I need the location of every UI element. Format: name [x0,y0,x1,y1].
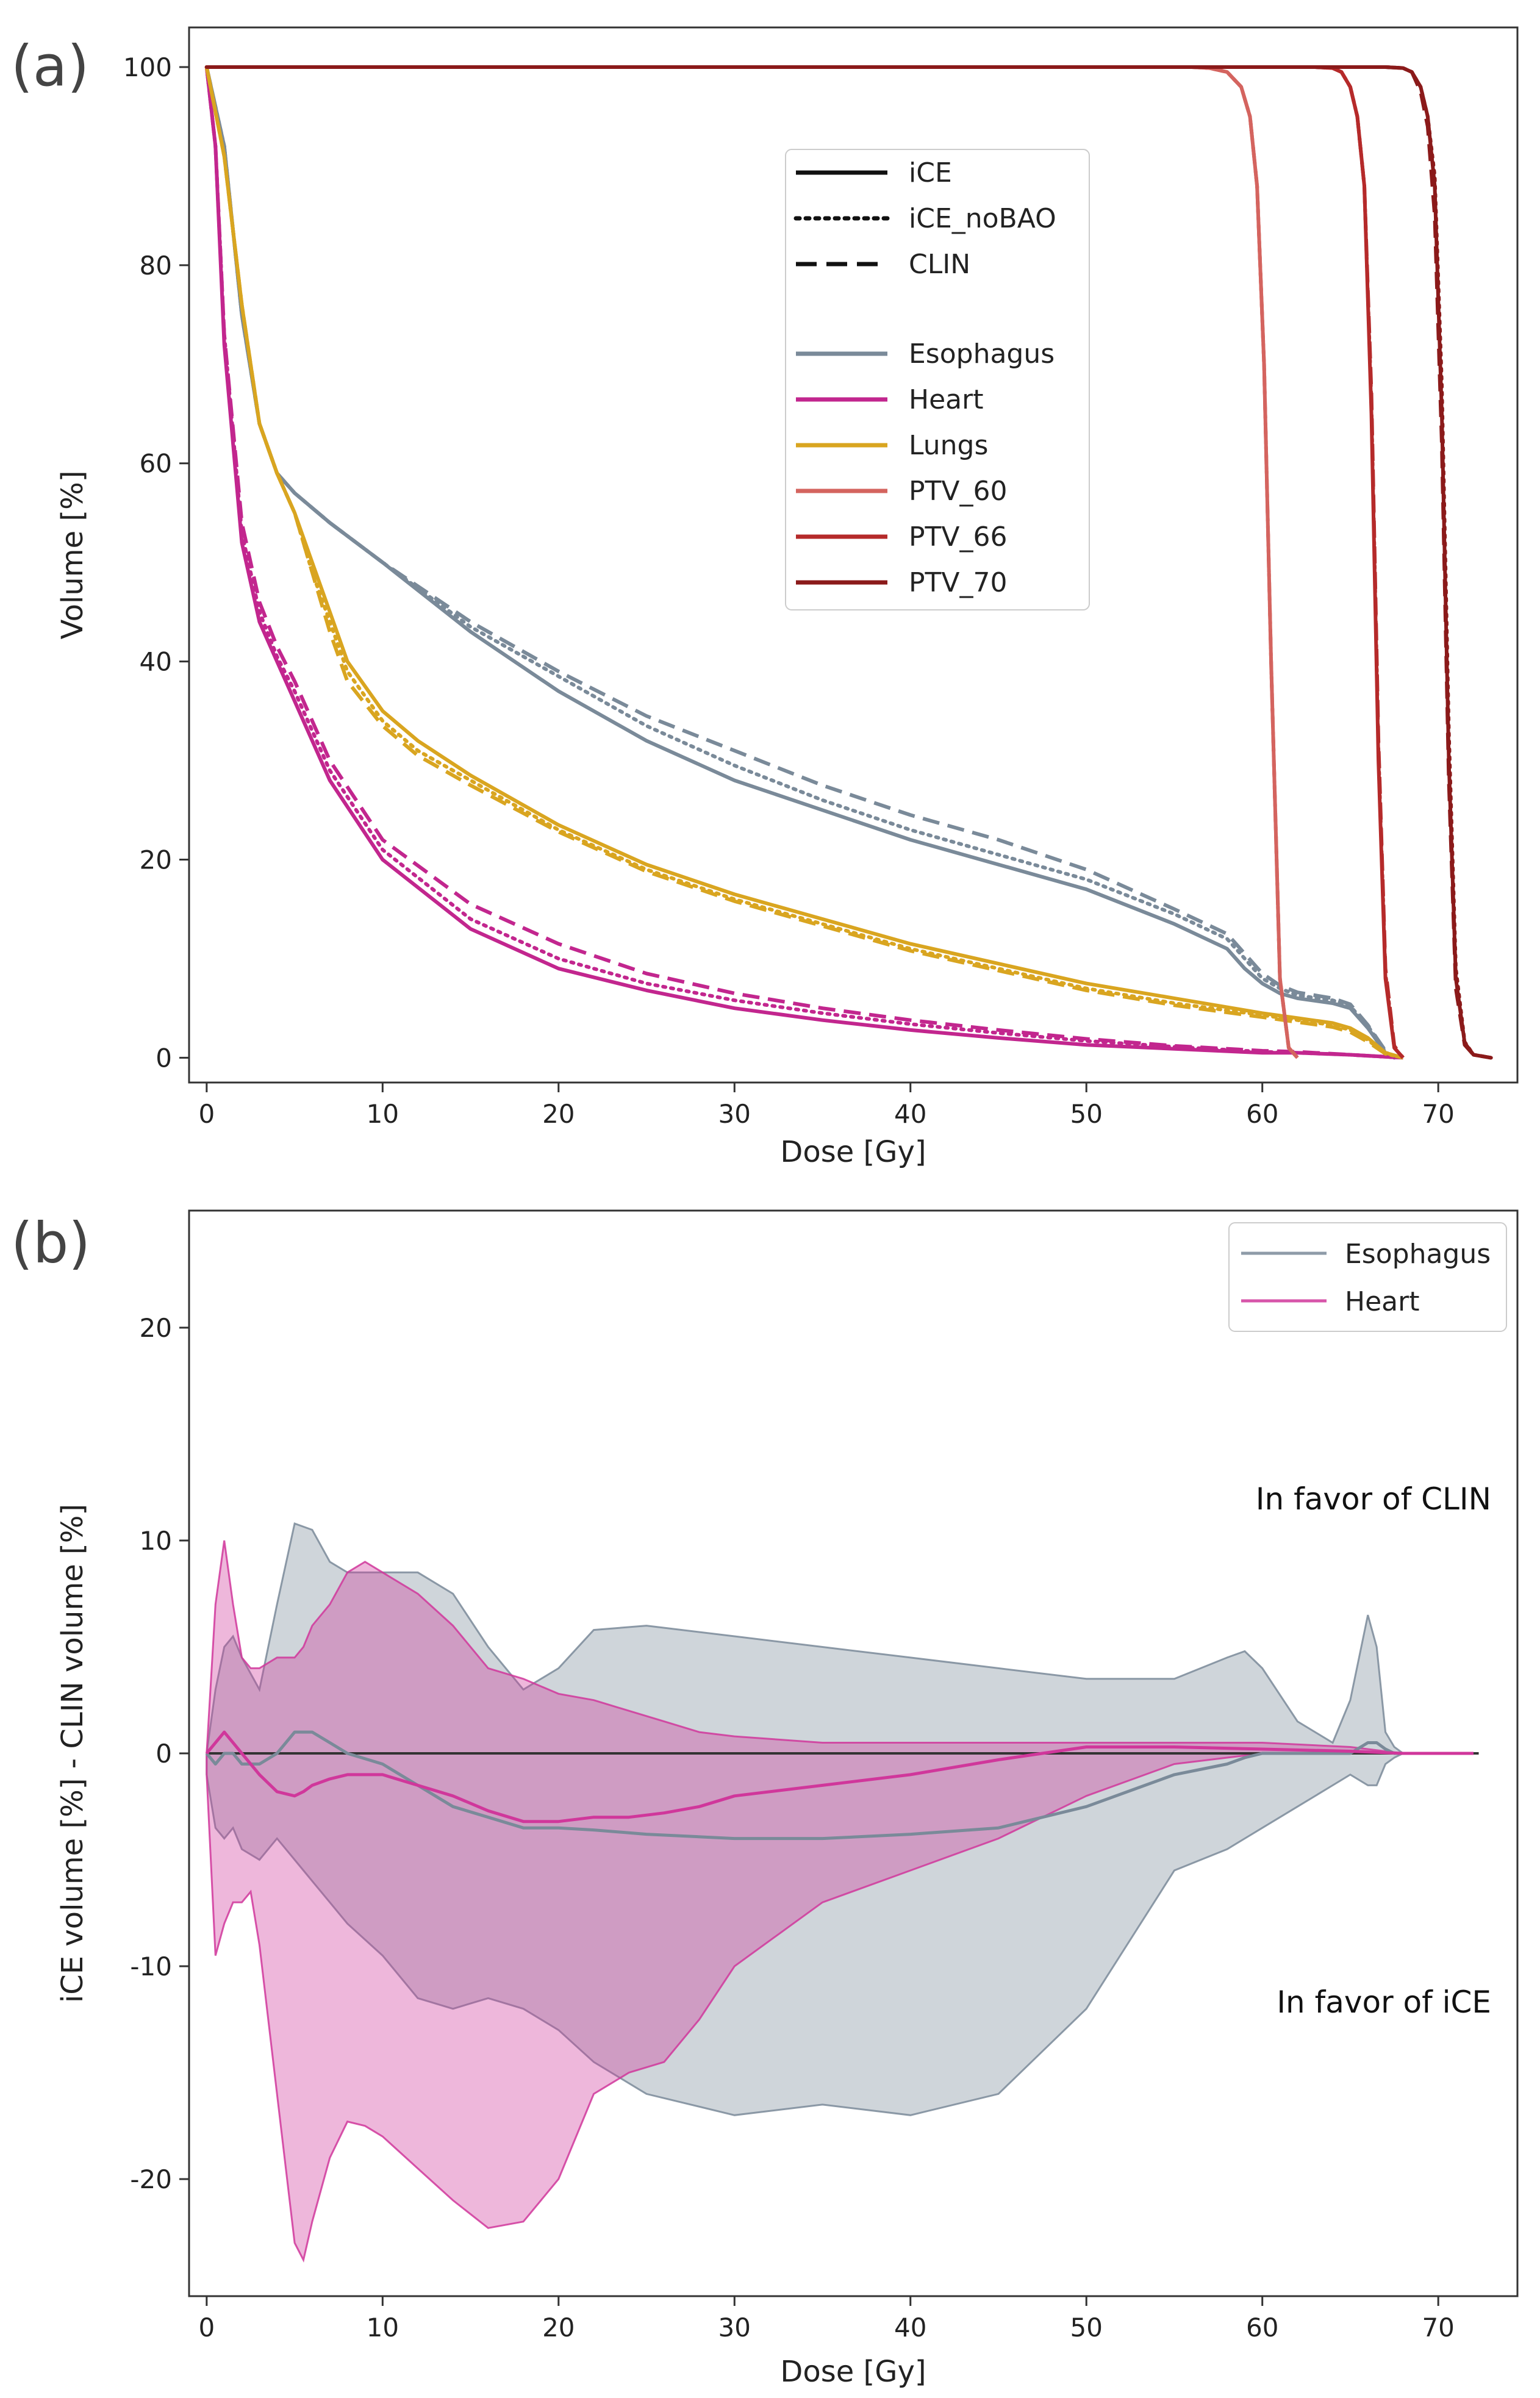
panel-b-ylabel: iCE volume [%] - CLIN volume [%] [56,1504,90,2003]
legend-a-ptv-66-label: PTV_66 [909,521,1008,553]
a-xtick-label-40: 40 [894,1099,926,1129]
b-ytick-label--10: -10 [130,1952,172,1981]
b-xtick-label-40: 40 [894,2313,926,2343]
legend-b-esophagus-label: Esophagus [1345,1239,1491,1270]
b-xtick-label-20: 20 [542,2313,575,2343]
panel-a-xticks: 0 10 20 30 40 50 60 70 [198,1083,1455,1129]
b-ytick-label-0: 0 [156,1739,172,1769]
line-ptv-70-clin [206,65,1492,1060]
panel-a-yticks: 0 20 40 60 80 100 [123,52,189,1073]
line-heart-ice [204,66,1403,1060]
legend-a-style-ice-label: iCE [909,157,952,188]
mean-line-heart [205,1730,1474,1824]
b-xtick-label-10: 10 [367,2313,399,2343]
legend-a-esophagus-label: Esophagus [909,338,1055,370]
panel-a: (a) 0 10 20 30 40 50 60 70 0 20 40 60 80 100 Dose [G… [11,26,1519,1169]
b-xtick-label-30: 30 [718,2313,751,2343]
line-lungs-ice-nobao [204,65,1405,1060]
panel-b: (b) 0 10 20 30 40 50 60 70 -20 -10 0 10 20 Dose [Gy… [11,1209,1519,2389]
panel-a-label: (a) [11,34,89,99]
panel-b-xlabel: Dose [Gy] [780,2355,926,2389]
a-ytick-label-80: 80 [140,251,172,281]
annotation-in-favor-of-clin: In favor of CLIN [1256,1481,1491,1517]
legend-a-ptv-70-label: PTV_70 [909,567,1008,598]
legend-a-style-ice-nobao-label: iCE_noBAO [909,203,1056,234]
a-ytick-label-20: 20 [140,845,172,875]
panel-b-legend-box [1228,1222,1507,1332]
b-xtick-label-60: 60 [1246,2313,1278,2343]
a-xtick-label-50: 50 [1070,1099,1103,1129]
panel-b-xticks: 0 10 20 30 40 50 60 70 [198,2296,1455,2343]
line-heart-clin [204,66,1403,1060]
panel-a-plot [204,65,1493,1060]
a-xtick-label-20: 20 [542,1099,575,1129]
panel-a-legend-entries: iCE iCE_noBAO CLIN Esophagus Heart Lungs PTV_6… [793,157,1056,598]
panel-b-legend: Esophagus Heart [1228,1222,1507,1332]
panel-b-label: (b) [11,1211,90,1276]
b-ytick-label-20: 20 [140,1313,172,1343]
b-ytick-label-10: 10 [140,1526,172,1556]
panel-a-legend: iCE iCE_noBAO CLIN Esophagus Heart Lungs PTV_6… [785,149,1090,610]
line-ptv-66-clin [206,65,1405,1059]
legend-a-lungs-label: Lungs [909,430,988,461]
panel-a-xlabel: Dose [Gy] [780,1135,926,1169]
legend-a-ptv-60-label: PTV_60 [909,476,1008,507]
legend-a-style-clin-label: CLIN [909,249,970,280]
a-ytick-label-0: 0 [156,1043,172,1073]
a-xtick-label-0: 0 [198,1099,215,1129]
b-ytick-label--20: -20 [130,2164,172,2194]
panel-b-yticks: -20 -10 0 10 20 [130,1313,189,2194]
a-xtick-label-60: 60 [1246,1099,1278,1129]
legend-a-heart-label: Heart [909,384,983,415]
panel-a-frame [188,26,1519,1084]
a-ytick-label-40: 40 [140,647,172,677]
a-xtick-label-30: 30 [718,1099,751,1129]
a-ytick-label-60: 60 [140,449,172,479]
line-heart-ice-nobao [204,65,1405,1060]
a-ytick-label-100: 100 [123,52,172,82]
a-xtick-label-10: 10 [367,1099,399,1129]
a-xtick-label-70: 70 [1422,1099,1454,1129]
line-esophagus-clin [204,66,1395,1059]
b-xtick-label-0: 0 [198,2313,215,2343]
mean-line-esophagus [205,1730,1474,1841]
b-xtick-label-50: 50 [1070,2313,1103,2343]
legend-b-heart-label: Heart [1345,1286,1419,1317]
panel-b-legend-entries: Esophagus Heart [1241,1239,1491,1317]
annotation-in-favor-of-ice: In favor of iCE [1277,1985,1491,2020]
panel-b-plot [205,1522,1479,2263]
panel-a-ylabel: Volume [%] [56,471,90,640]
b-xtick-label-70: 70 [1422,2313,1454,2343]
